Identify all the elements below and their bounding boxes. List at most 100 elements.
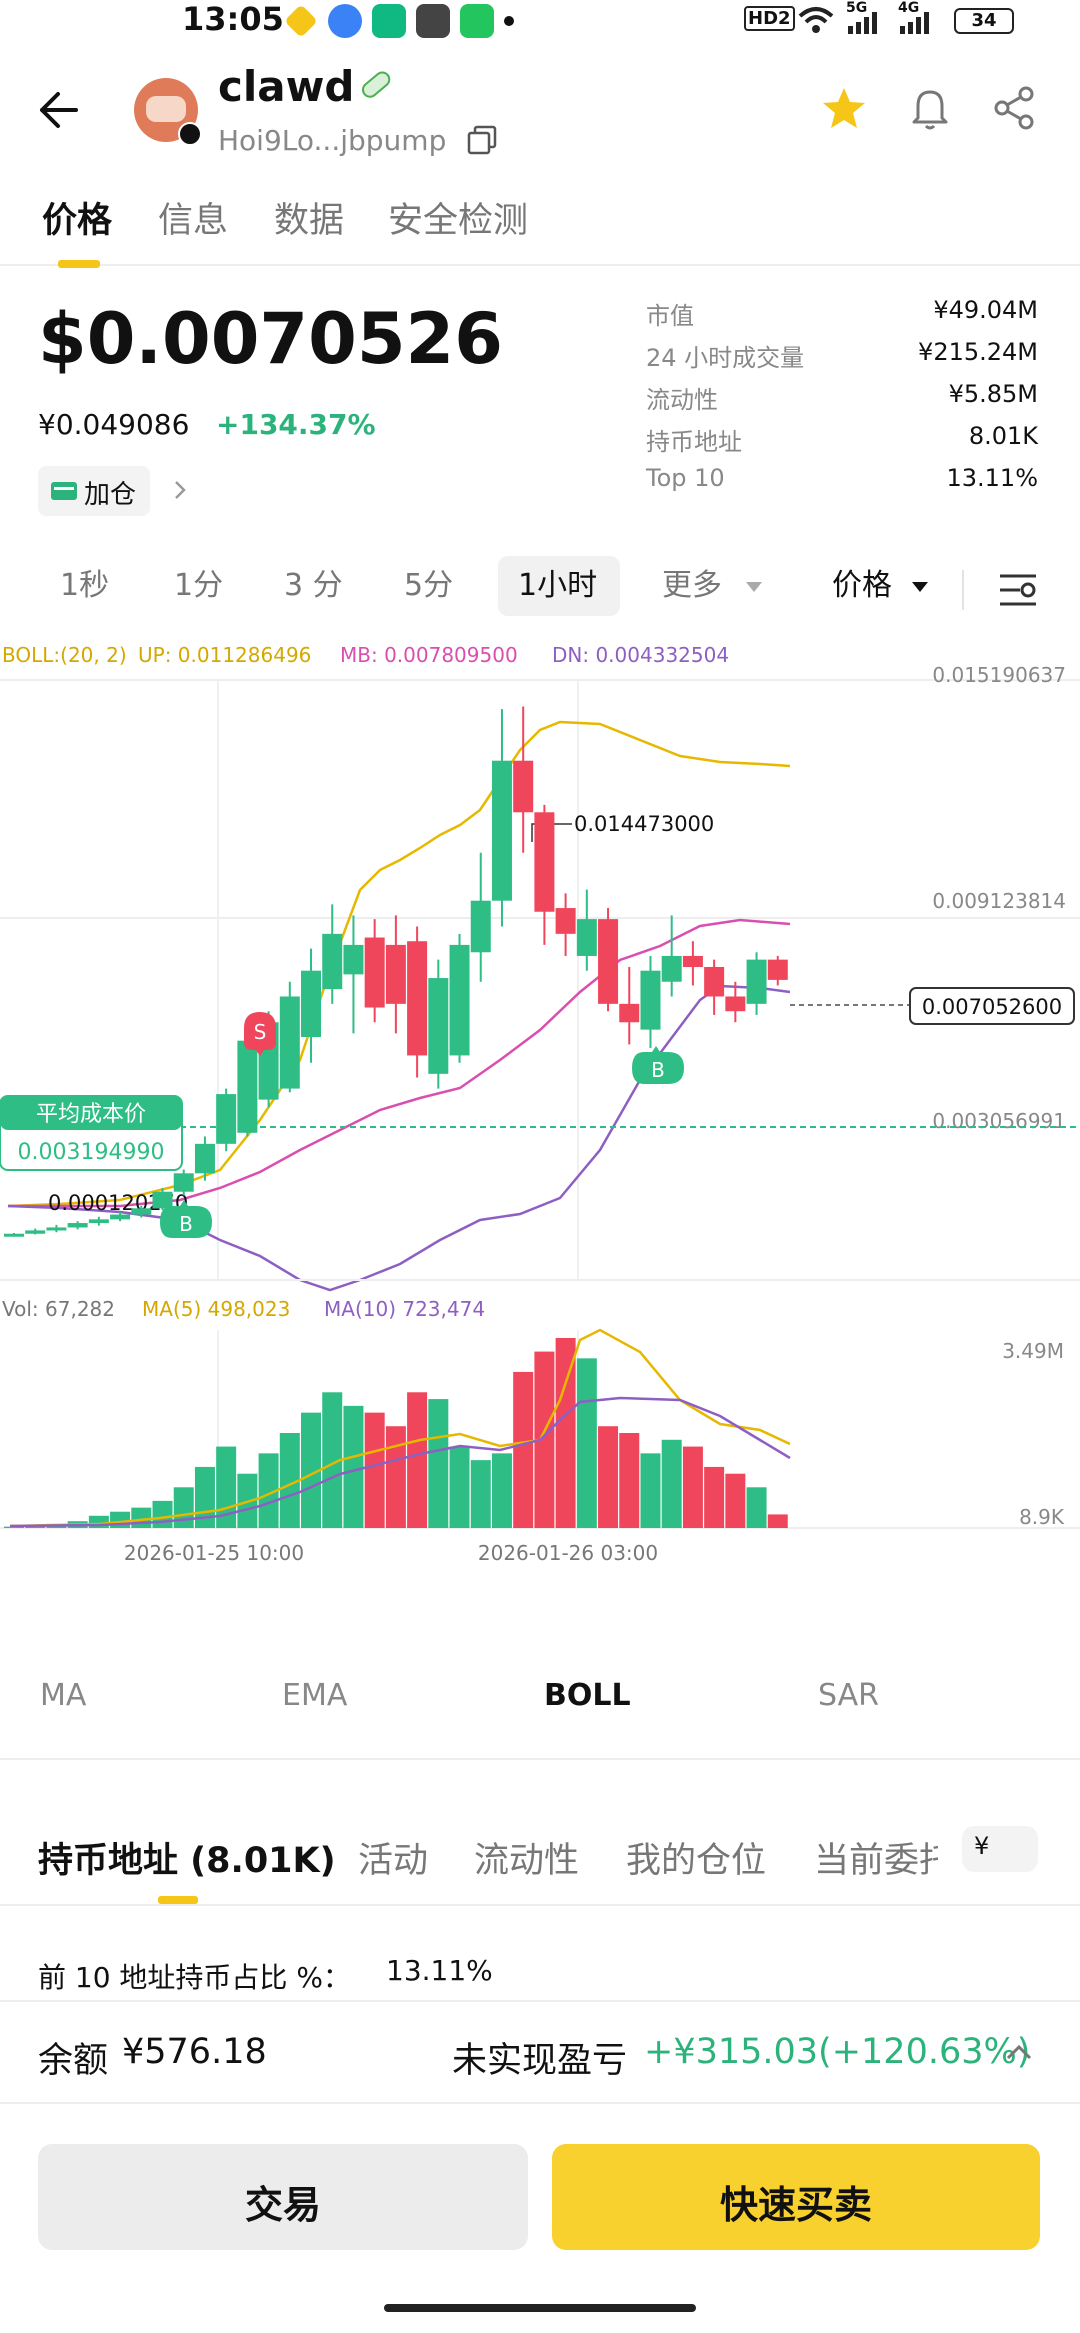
buy-marker[interactable]: B: [632, 1046, 684, 1084]
candle: [4, 1233, 24, 1237]
token-address[interactable]: Hoi9Lo...jbpump: [218, 124, 447, 157]
notification-icons: [284, 4, 514, 38]
boll-dn-label: DN: 0.004332504: [552, 643, 729, 667]
wallet-icon: [51, 482, 77, 500]
add-position-label: 加仓: [84, 480, 137, 510]
volume-bars-group: [4, 1338, 788, 1528]
tab-activity[interactable]: 活动: [358, 1841, 429, 1881]
indicator-ma[interactable]: MA: [40, 1678, 87, 1713]
balance-label: 余额: [38, 2041, 109, 2081]
timeframe-1h[interactable]: 1小时: [518, 568, 598, 603]
timeframe-5m[interactable]: 5分: [404, 568, 454, 603]
app-notification-icon: [460, 4, 494, 38]
volume-bar: [470, 1460, 491, 1528]
volume-bar: [385, 1426, 406, 1528]
volume-axis-label: 3.49M: [1002, 1339, 1064, 1363]
tab-holders[interactable]: 持币地址 (8.01K): [38, 1841, 336, 1881]
volume-bar: [534, 1351, 555, 1528]
caret-down-icon[interactable]: [910, 580, 930, 594]
boll-mid-line: [8, 918, 791, 1208]
volume-bar: [322, 1392, 343, 1528]
signal-icon: [848, 12, 877, 34]
app-notification-icon: [328, 4, 362, 38]
home-indicator[interactable]: [384, 2304, 696, 2312]
stat-row: 24 小时成交量 ¥215.24M: [646, 338, 1038, 380]
timeframe-1s[interactable]: 1秒: [60, 568, 110, 603]
price-mode-select[interactable]: 价格: [832, 568, 892, 603]
timeframe-3m[interactable]: 3 分: [284, 568, 343, 603]
chevron-right-icon[interactable]: [170, 478, 190, 502]
indicator-boll[interactable]: BOLL: [544, 1678, 631, 1713]
candle: [216, 1094, 237, 1144]
candle: [640, 970, 661, 1030]
tab-liquidity[interactable]: 流动性: [474, 1841, 580, 1881]
x-axis-label: 2026-01-25 10:00: [124, 1541, 304, 1565]
candle: [88, 1219, 109, 1224]
top10-label: 前 10 地址持币占比 %：: [38, 1961, 351, 1994]
status-time: 13:05: [182, 0, 284, 38]
chart-settings-icon[interactable]: [996, 570, 1040, 610]
tab-security[interactable]: 安全检测: [388, 201, 529, 241]
candle: [301, 970, 322, 1038]
volume-bar: [513, 1371, 534, 1528]
token-name: clawd: [218, 62, 355, 111]
ma10-label: MA(10) 723,474: [324, 1297, 485, 1321]
star-icon[interactable]: [820, 84, 868, 132]
candle: [491, 760, 512, 901]
position-summary[interactable]: 余额 ¥576.18 未实现盈亏 +¥315.03(+120.63%): [0, 2000, 1080, 2104]
volume-bar: [619, 1433, 640, 1528]
add-position-button[interactable]: 加仓: [38, 466, 150, 516]
timeframe-1m[interactable]: 1分: [174, 568, 224, 603]
tab-open-orders[interactable]: 当前委托: [814, 1841, 938, 1881]
battery-icon: 34: [954, 8, 1014, 34]
volume-bar: [661, 1439, 682, 1528]
timeframe-more[interactable]: 更多: [662, 568, 722, 603]
volume-bar: [682, 1446, 703, 1528]
price-chart[interactable]: BOLL:(20, 2) UP: 0.011286496 MB: 0.00780…: [0, 640, 1080, 1640]
sell-marker[interactable]: S: [244, 1012, 276, 1056]
stat-row: 流动性 ¥5.85M: [646, 380, 1038, 422]
hd-badge: HD2: [744, 6, 795, 31]
tab-info[interactable]: 信息: [158, 201, 229, 241]
currency-toggle[interactable]: ¥: [962, 1826, 1038, 1872]
bell-icon[interactable]: [906, 84, 954, 132]
boll-up-line: [7, 720, 791, 1208]
volume-axis-label: 8.9K: [1019, 1505, 1065, 1529]
buy-marker[interactable]: B: [160, 1200, 212, 1238]
boll-up-label: UP: 0.011286496: [138, 643, 311, 667]
candle: [407, 941, 428, 1056]
dot-icon: [504, 16, 514, 26]
candle: [470, 900, 491, 953]
tab-my-position[interactable]: 我的仓位: [626, 1841, 767, 1881]
stat-row: 市值 ¥49.04M: [646, 296, 1038, 338]
volume-bar: [428, 1399, 449, 1528]
chevron-up-icon[interactable]: [1004, 2042, 1034, 2062]
copy-icon[interactable]: [466, 124, 498, 156]
candle: [513, 760, 534, 813]
stat-value: 8.01K: [968, 422, 1038, 450]
quick-trade-button[interactable]: 快速买卖: [552, 2144, 1040, 2250]
price-axis-label: 0.003056991: [932, 1109, 1066, 1133]
stat-row: 持币地址 8.01K: [646, 422, 1038, 464]
status-bar: 13:05 HD2 5G 4G 34: [0, 0, 1080, 56]
share-icon[interactable]: [990, 84, 1038, 132]
volume-bar: [279, 1433, 300, 1528]
tab-data[interactable]: 数据: [274, 201, 345, 241]
candle: [67, 1223, 88, 1228]
back-arrow-icon[interactable]: [36, 88, 80, 132]
volume-bar: [767, 1514, 788, 1528]
volume-bar: [746, 1487, 767, 1528]
tab-price[interactable]: 价格: [42, 201, 113, 241]
caret-down-icon[interactable]: [744, 580, 764, 594]
indicator-ema[interactable]: EMA: [282, 1678, 348, 1713]
candle: [46, 1227, 67, 1231]
indicator-sar[interactable]: SAR: [818, 1678, 879, 1713]
buy-marker-label: B: [651, 1058, 665, 1082]
stat-row: Top 10 13.11%: [646, 464, 1038, 506]
quick-trade-button-label: 快速买卖: [719, 2183, 872, 2227]
candle: [428, 978, 449, 1074]
trade-button[interactable]: 交易: [38, 2144, 528, 2250]
avatar-face: [146, 96, 186, 122]
volume-bar: [491, 1453, 512, 1528]
volume-label: Vol: 67,282: [2, 1297, 115, 1321]
